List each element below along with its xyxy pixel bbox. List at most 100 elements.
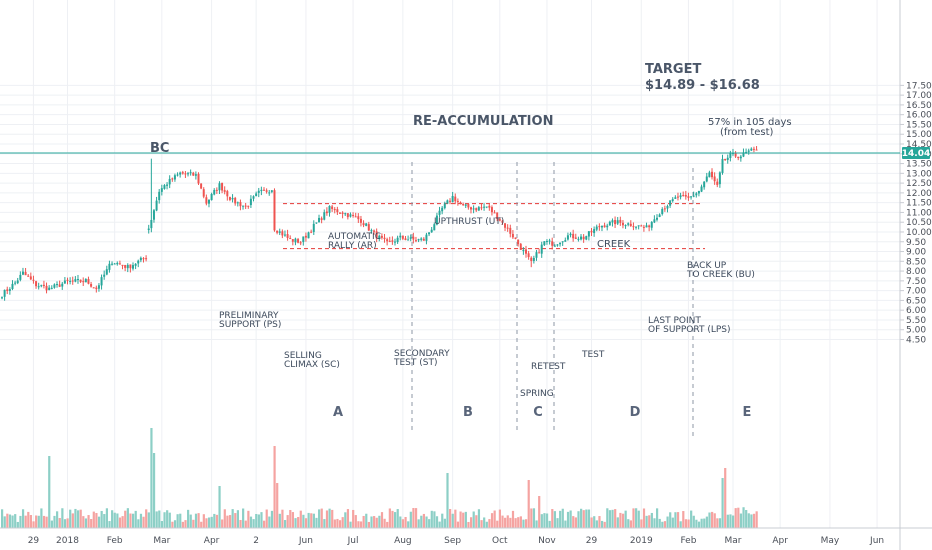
candle-body [53, 284, 56, 288]
volume-bar [661, 521, 664, 528]
candle-body [179, 172, 182, 175]
candle-body [150, 219, 153, 229]
volume-bar [590, 517, 593, 528]
volume-bar [116, 513, 119, 528]
volume-bar [747, 513, 750, 528]
volume-bar [121, 516, 124, 528]
annotation-ar-2: RALLY (AR) [328, 241, 377, 251]
volume-bar [352, 509, 355, 528]
volume-bar [752, 513, 756, 528]
candle-body [412, 236, 415, 240]
candle-body [538, 252, 541, 254]
candle-body [532, 257, 535, 261]
time-tick-label: Aug [394, 536, 412, 546]
time-tick-label: Jun [869, 536, 884, 546]
candle-body [640, 225, 643, 227]
candle-body [388, 240, 391, 242]
candle-body [58, 284, 61, 287]
candle-body [168, 178, 171, 185]
volume-bar [522, 519, 525, 528]
volume-bar [145, 509, 148, 528]
volume-bar [566, 511, 570, 528]
price-tick-label: 10.50 [906, 218, 932, 228]
candle-body [268, 192, 271, 194]
volume-bar [569, 510, 572, 528]
candle-body [742, 152, 745, 157]
volume-bar [409, 511, 412, 528]
candle-body [249, 198, 252, 206]
volume-bar [729, 514, 732, 528]
price-tick-label: 6.00 [906, 306, 926, 316]
volume-bar [695, 519, 698, 528]
volume-bar [663, 521, 667, 528]
volume-bar [239, 519, 242, 528]
candle-body [600, 225, 603, 228]
candle-body [239, 202, 242, 207]
volume-bar [386, 521, 389, 528]
volume-bar [139, 513, 143, 528]
price-tick-label: 11.50 [906, 199, 932, 209]
volume-bar [642, 508, 646, 528]
volume-bar [312, 513, 315, 528]
candle-body [572, 233, 575, 239]
candle-body [663, 208, 666, 210]
volume-bar [276, 483, 279, 528]
volume-bar [504, 517, 507, 528]
candle-body [435, 215, 438, 225]
volume-bar [179, 513, 182, 528]
volume-bar [1, 509, 4, 528]
candle-body [35, 281, 38, 287]
candle-body [213, 190, 216, 195]
annotation-bu-2: TO CREEK (BU) [686, 270, 755, 280]
level-lines [283, 203, 705, 250]
volume-bar [142, 516, 145, 528]
candle-body [420, 238, 423, 240]
candle-body [252, 196, 255, 199]
price-tick-label: 8.50 [906, 257, 926, 267]
candle-body [286, 234, 289, 238]
volume-bar [367, 521, 370, 528]
candle-body [433, 224, 436, 231]
candle-body [624, 225, 627, 227]
time-tick-label: 2018 [56, 536, 79, 546]
volume-bar [401, 519, 405, 528]
annotation-ar-1: AUTOMATIC [328, 232, 381, 242]
volume-bar [459, 511, 462, 528]
volume-bar [705, 516, 708, 528]
candle-body [100, 277, 103, 286]
volume-bar [53, 515, 56, 528]
volume-bar [658, 518, 661, 528]
price-tick-label: 7.00 [906, 287, 926, 297]
volume-bar [635, 508, 638, 528]
candle-body [244, 205, 247, 207]
volume-bar [399, 516, 402, 528]
volume-bar [430, 510, 433, 528]
candle-body [29, 276, 32, 280]
candle-body [344, 213, 347, 215]
candle-body [66, 279, 69, 281]
candle-body [137, 260, 140, 264]
candle-body [514, 237, 517, 239]
candle-body [218, 183, 221, 191]
price-axis-panel[interactable] [900, 0, 932, 528]
candle-body [299, 242, 302, 244]
volume-bar [265, 509, 268, 528]
volume-bar [627, 519, 630, 528]
candle-body [509, 227, 512, 234]
volume-bar [441, 513, 444, 528]
time-axis-ticks[interactable]: 29 2018 Feb Mar Apr 2 Jun Jul Aug Sep Oct Nov 29 2019… [28, 536, 884, 546]
candle-body [386, 239, 389, 242]
volume-bar [456, 521, 460, 528]
candle-body [718, 172, 721, 185]
volume-bar [375, 517, 378, 528]
candle-body [755, 149, 758, 151]
candle-body [724, 158, 727, 160]
volume-bar [417, 519, 420, 528]
candle-body [171, 178, 174, 180]
volume-bar [530, 508, 533, 528]
volume-bar [422, 513, 426, 528]
price-tick-label: 5.00 [906, 326, 926, 336]
candle-body [304, 235, 307, 238]
price-tick-label: 17.50 [906, 81, 932, 91]
